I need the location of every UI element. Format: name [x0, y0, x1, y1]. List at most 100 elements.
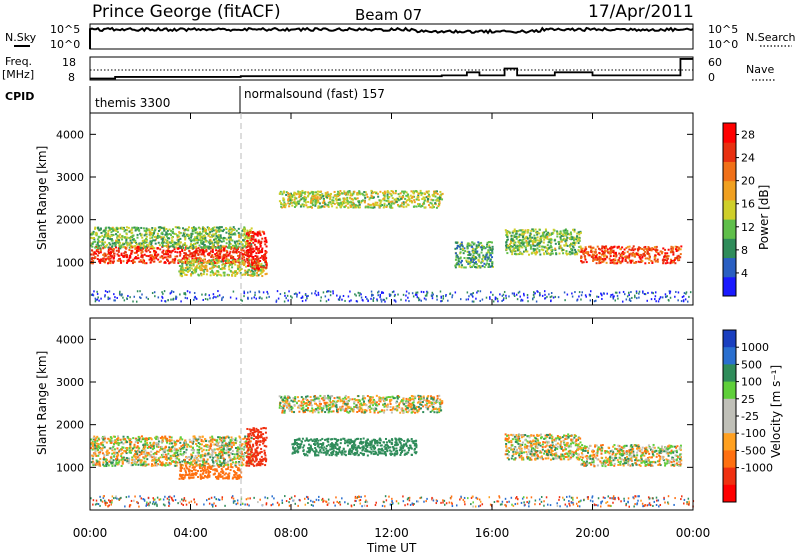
data-cell [305, 295, 308, 298]
data-cell [94, 463, 97, 466]
data-cell [489, 241, 492, 244]
data-cell [184, 262, 187, 265]
data-cell [113, 435, 116, 438]
data-cell [94, 300, 97, 303]
data-cell [477, 246, 480, 249]
data-cell [111, 245, 114, 248]
data-cell [119, 261, 122, 264]
data-cell [437, 198, 440, 201]
data-cell [325, 194, 328, 197]
data-cell [231, 239, 234, 242]
data-cell [155, 251, 158, 254]
data-cell [656, 258, 659, 261]
data-cell [196, 234, 199, 237]
data-cell [384, 300, 386, 303]
data-cell [320, 296, 322, 299]
data-cell [195, 251, 198, 254]
data-cell [545, 250, 548, 253]
data-cell [191, 271, 194, 274]
data-cell [194, 295, 196, 298]
data-cell [122, 296, 124, 299]
data-cell [239, 251, 242, 254]
data-cell [392, 290, 395, 293]
data-cell [102, 246, 105, 249]
data-cell [91, 242, 94, 245]
data-cell [354, 204, 357, 207]
data-cell [360, 296, 363, 299]
data-cell [470, 293, 473, 296]
data-cell [299, 199, 302, 202]
data-cell [570, 238, 573, 241]
data-cell [550, 295, 553, 298]
data-cell [151, 232, 154, 235]
data-cell [302, 205, 305, 208]
data-cell [502, 298, 505, 301]
data-cell [203, 229, 206, 232]
data-cell [639, 257, 642, 260]
data-cell [176, 234, 179, 237]
data-cell [311, 201, 314, 204]
data-cell [378, 206, 381, 209]
data-cell [582, 261, 585, 264]
data-cell [257, 251, 260, 254]
data-cell [95, 243, 98, 246]
data-cell [454, 258, 457, 261]
data-cell [466, 291, 469, 294]
data-cell [560, 247, 563, 250]
data-cell [339, 202, 342, 205]
data-cell [241, 257, 244, 260]
data-cell [363, 200, 366, 203]
data-cell [133, 446, 136, 449]
data-cell [284, 204, 287, 207]
data-cell [497, 300, 499, 303]
data-cell [601, 245, 604, 248]
data-cell [262, 291, 265, 294]
data-cell [617, 245, 620, 248]
data-cell [236, 271, 239, 274]
data-cell [174, 255, 177, 258]
data-cell [624, 255, 627, 258]
data-cell [123, 254, 126, 257]
data-cell [293, 191, 296, 194]
data-cell [661, 251, 664, 254]
data-cell [423, 199, 426, 202]
data-cell [518, 244, 521, 247]
data-cell [200, 274, 203, 277]
data-cell [238, 239, 241, 242]
data-cell [99, 259, 102, 262]
data-cell [222, 267, 225, 270]
data-cell [545, 233, 548, 236]
data-cell [674, 245, 677, 248]
data-cell [668, 299, 670, 302]
data-cell [206, 268, 209, 271]
data-cell [136, 233, 139, 236]
data-cell [189, 260, 192, 263]
data-cell [222, 439, 225, 442]
data-cell [312, 198, 315, 201]
data-cell [111, 244, 114, 247]
data-cell [389, 193, 392, 196]
data-cell [653, 246, 656, 249]
data-cell [159, 260, 162, 263]
data-cell [112, 247, 115, 250]
data-cell [220, 249, 223, 252]
data-cell [91, 249, 94, 252]
data-cell [517, 245, 520, 248]
data-cell [513, 235, 516, 238]
data-cell [671, 249, 674, 252]
data-cell [93, 438, 96, 441]
data-cell [193, 239, 196, 242]
data-cell [104, 290, 107, 293]
data-cell [436, 197, 439, 200]
data-cell [652, 248, 655, 251]
data-cell [95, 445, 98, 448]
data-cell [570, 233, 573, 236]
data-cell [592, 257, 595, 260]
data-cell [567, 252, 570, 255]
data-cell [383, 199, 386, 202]
data-cell [225, 445, 228, 448]
data-cell [261, 237, 264, 240]
data-cell [372, 196, 375, 199]
data-cell [294, 202, 297, 205]
data-cell [382, 298, 385, 301]
